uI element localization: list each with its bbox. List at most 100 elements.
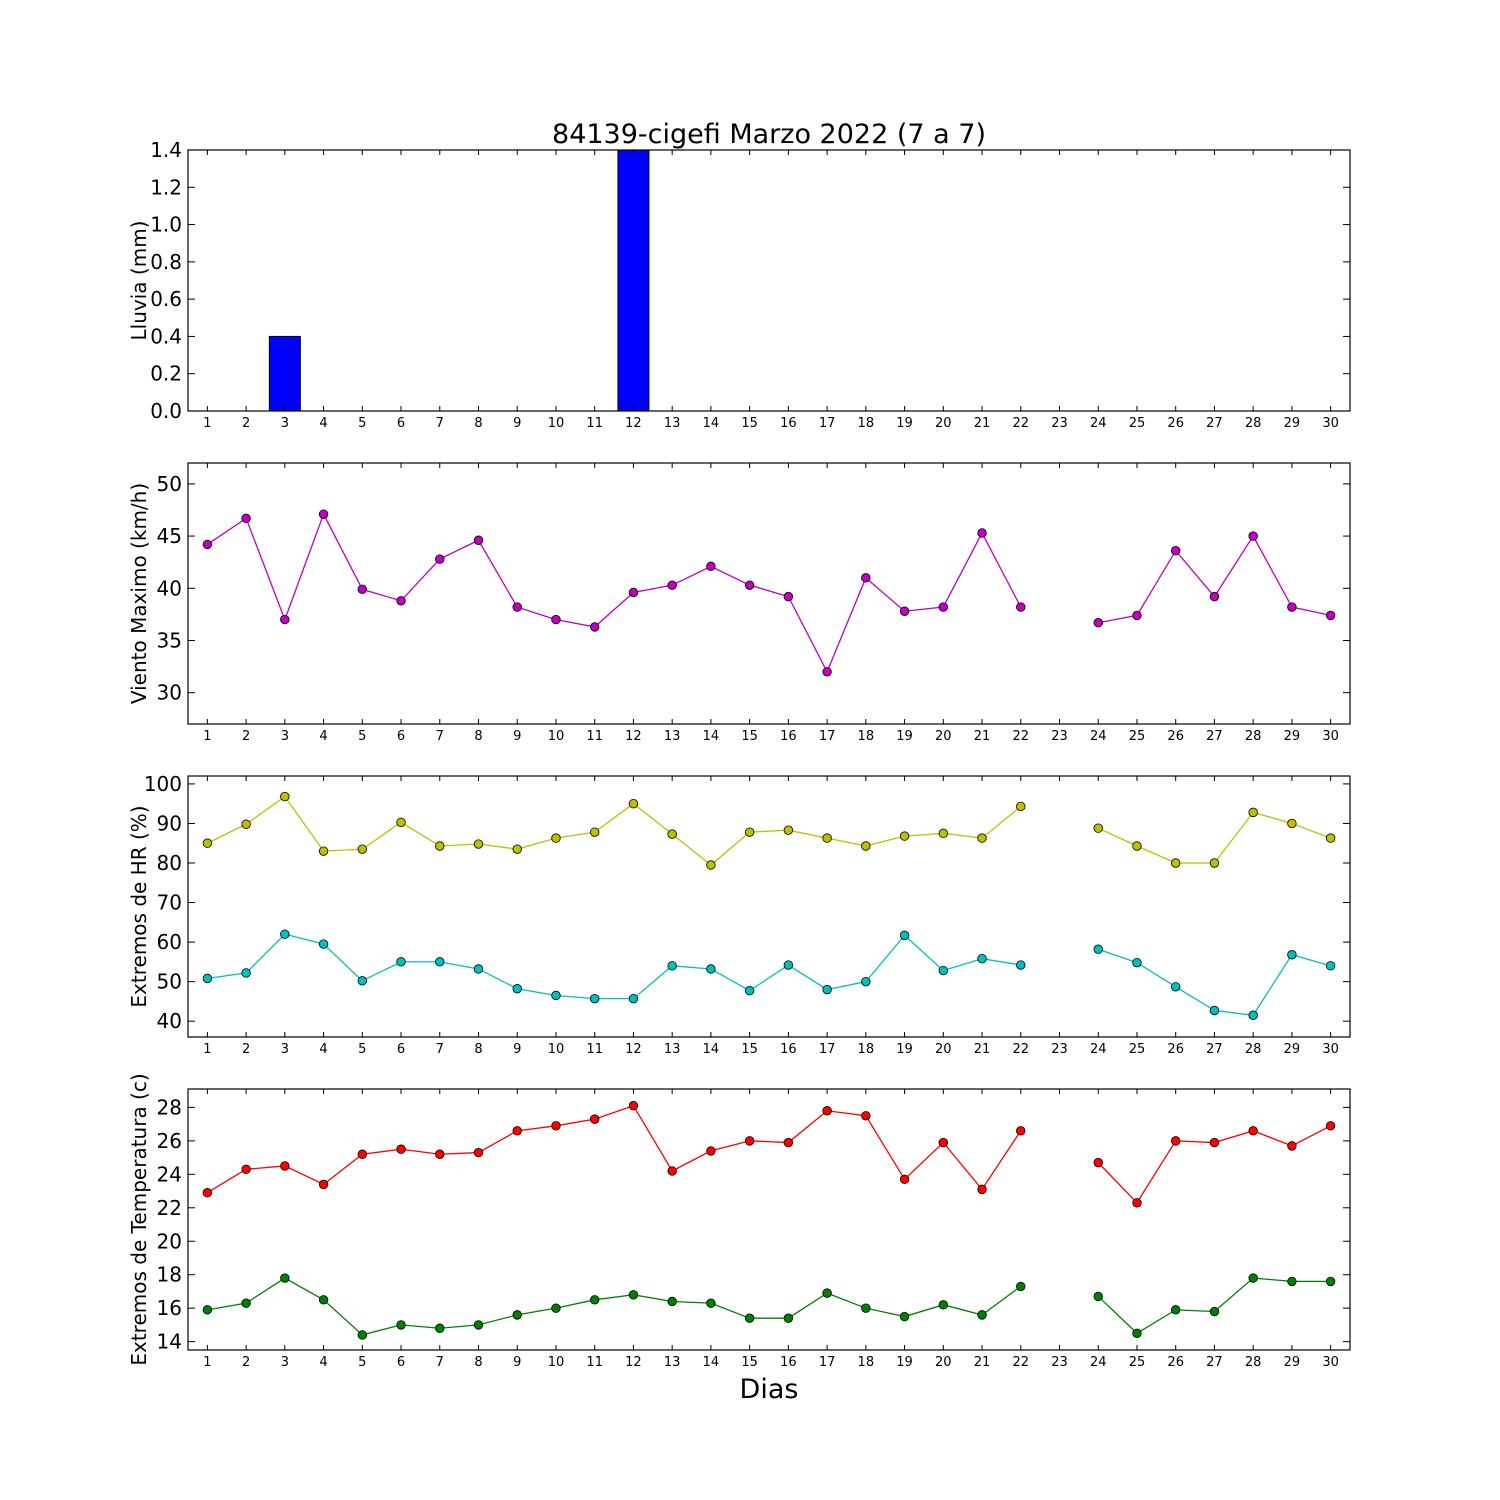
point-day-26	[1170, 858, 1181, 868]
point-day-19	[899, 831, 910, 841]
x-tick-label: 25	[1129, 729, 1146, 744]
x-tick-label: 9	[513, 729, 521, 744]
x-tick-label: 4	[319, 1355, 327, 1370]
point-day-14	[706, 860, 716, 870]
y-tick-label: 45	[157, 524, 182, 548]
series-line	[1097, 1277, 1331, 1335]
x-tick-label: 6	[397, 1355, 405, 1370]
x-tick-label: 21	[974, 1355, 991, 1370]
y-tick-label: 40	[157, 1009, 182, 1033]
x-tick-label: 26	[1167, 416, 1184, 431]
point-day-13	[667, 580, 677, 590]
x-axis-label: Dias	[740, 1374, 799, 1405]
point-day-24	[1093, 944, 1103, 954]
point-day-3	[280, 614, 290, 625]
point-day-8	[473, 535, 484, 545]
chart-title: 84139-cigefi Marzo 2022 (7 a 7)	[552, 119, 986, 150]
x-tick-label: 17	[819, 416, 836, 431]
x-tick-label: 7	[436, 1042, 444, 1057]
x-tick-label: 3	[281, 729, 289, 744]
point-day-29	[1287, 1141, 1297, 1151]
x-tick-label: 18	[858, 416, 875, 431]
x-tick-label: 5	[358, 1355, 366, 1370]
x-tick-label: 2	[242, 1042, 250, 1057]
point-day-27	[1209, 1005, 1220, 1016]
panel-4: 1 2 3 4 5 6 7 8 9 10 11 12 13 14 15 16 17 18 19 20 21 22 23 24 2…	[127, 1073, 1351, 1370]
x-tick-label: 9	[513, 416, 521, 431]
x-tick-label: 10	[548, 416, 565, 431]
point-day-26	[1170, 982, 1181, 992]
x-tick-label: 28	[1245, 1355, 1262, 1370]
y-tick-label: 100	[144, 772, 182, 796]
x-tick-label: 12	[625, 416, 642, 431]
x-tick-label: 16	[780, 1042, 797, 1057]
point-day-12	[628, 993, 639, 1004]
point-day-1	[202, 1188, 213, 1198]
panel-2: 1 2 3 4 5 6 7 8 9 10 11 12 13 14 15 16 17 18 19 20 21 22 23 24 2…	[127, 462, 1351, 744]
panels-layer: 1 2 3 4 5 6 7 8 9 10 11 12 13 14 15 16 17 18 19 20 21 22 23 24 2…	[127, 138, 1351, 1370]
x-tick-label: 23	[1051, 416, 1068, 431]
point-day-2	[241, 819, 251, 829]
x-tick-label: 15	[741, 416, 758, 431]
point-day-18	[861, 976, 871, 987]
series-1	[268, 149, 650, 412]
series-1	[202, 1101, 1336, 1208]
x-tick-label: 4	[319, 416, 327, 431]
bar-day-12	[617, 149, 650, 412]
point-day-1	[202, 1305, 213, 1315]
x-tick-label: 6	[397, 416, 405, 431]
point-day-3	[280, 791, 290, 802]
x-tick-label: 13	[664, 1042, 681, 1057]
point-day-7	[435, 957, 445, 967]
x-tick-label: 17	[819, 729, 836, 744]
point-day-4	[318, 1179, 329, 1190]
point-day-17	[822, 1106, 832, 1116]
series-line	[207, 795, 1022, 866]
x-tick-label: 21	[974, 416, 991, 431]
x-tick-label: 17	[819, 1042, 836, 1057]
y-tick-label: 16	[157, 1296, 182, 1320]
x-tick-label: 12	[625, 1042, 642, 1057]
x-tick-label: 23	[1051, 1042, 1068, 1057]
y-tick-label: 0.6	[150, 287, 182, 311]
x-tick-label: 21	[974, 1042, 991, 1057]
point-day-24	[1093, 823, 1103, 833]
x-tick-label: 1	[203, 729, 211, 744]
x-tick-label: 8	[474, 729, 482, 744]
y-tick-label: 35	[157, 628, 182, 652]
x-tick-label: 8	[474, 1042, 482, 1057]
point-day-4	[318, 509, 329, 519]
point-day-12	[628, 798, 639, 809]
y-tick-label: 60	[157, 930, 182, 954]
x-tick-label: 1	[203, 1042, 211, 1057]
point-day-11	[590, 622, 600, 632]
point-day-25	[1132, 1328, 1142, 1338]
x-tick-label: 26	[1167, 1355, 1184, 1370]
axes-frame	[187, 149, 1351, 412]
point-day-5	[357, 844, 368, 854]
x-tick-label: 3	[281, 416, 289, 431]
x-tick-label: 13	[664, 416, 681, 431]
point-day-11	[590, 1295, 600, 1305]
x-tick-label: 16	[780, 1355, 797, 1370]
point-day-29	[1287, 1276, 1297, 1287]
point-day-2	[241, 968, 251, 978]
series-1	[202, 509, 1336, 677]
x-tick-label: 5	[358, 729, 366, 744]
point-day-18	[861, 1111, 871, 1121]
point-day-19	[899, 606, 910, 616]
point-day-21	[977, 954, 987, 964]
x-tick-label: 8	[474, 1355, 482, 1370]
y-tick-label: 80	[157, 851, 182, 875]
point-day-10	[551, 614, 561, 625]
point-day-13	[667, 961, 677, 971]
point-day-25	[1132, 957, 1142, 968]
point-day-27	[1209, 1306, 1220, 1317]
point-day-4	[318, 939, 329, 949]
point-day-28	[1248, 1273, 1258, 1283]
series-line	[1097, 1125, 1331, 1204]
x-tick-label: 14	[703, 1042, 720, 1057]
x-tick-label: 9	[513, 1042, 521, 1057]
point-day-8	[473, 839, 484, 849]
x-tick-label: 24	[1090, 416, 1107, 431]
